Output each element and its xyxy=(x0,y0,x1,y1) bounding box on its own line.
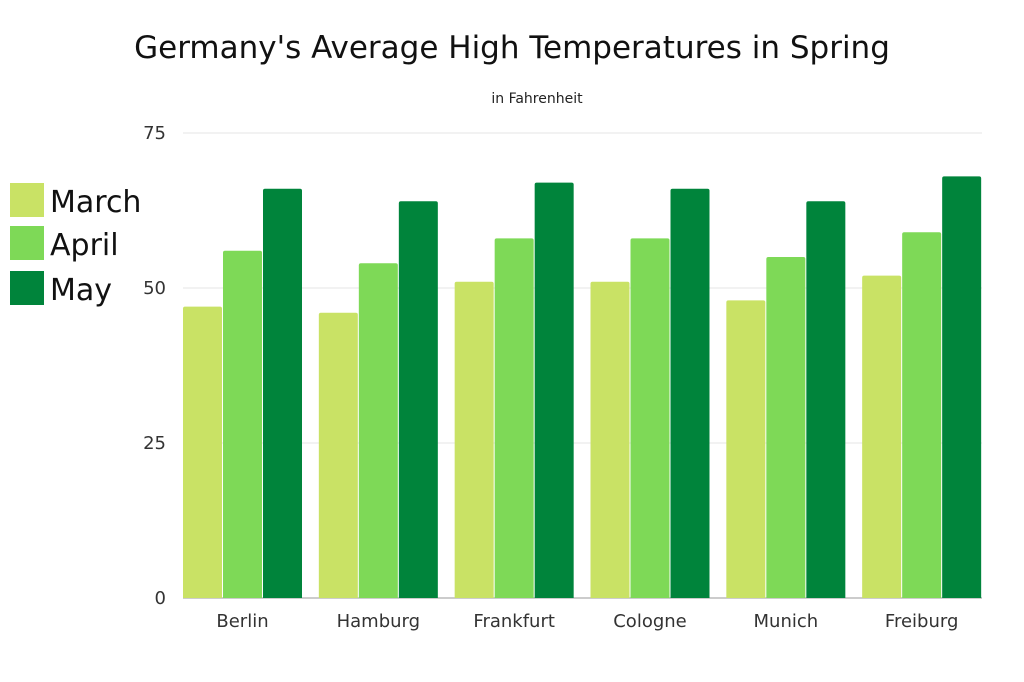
legend-swatch-may xyxy=(10,271,44,305)
bar-april-cologne xyxy=(630,238,670,598)
bar-may-freiburg xyxy=(942,176,982,598)
y-axis-ticks: 0 25 50 75 xyxy=(143,123,166,609)
y-tick-label: 50 xyxy=(143,278,166,299)
legend-label: May xyxy=(50,273,112,308)
bar-april-munich xyxy=(766,257,806,598)
bar-april-hamburg xyxy=(358,263,398,598)
legend: March April May xyxy=(10,183,141,308)
chart-title: Germany's Average High Temperatures in S… xyxy=(134,30,890,66)
bar-march-berlin xyxy=(183,306,222,598)
gridlines xyxy=(183,132,982,599)
x-tick-label: Freiburg xyxy=(885,611,958,632)
y-tick-label: 75 xyxy=(143,123,166,144)
x-tick-label: Hamburg xyxy=(337,611,420,632)
bar-may-munich xyxy=(806,201,846,598)
bar-april-freiburg xyxy=(902,232,942,598)
bar-march-munich xyxy=(726,300,766,598)
x-tick-label: Berlin xyxy=(216,611,268,632)
bar-march-freiburg xyxy=(862,275,902,598)
y-tick-label: 25 xyxy=(143,433,166,454)
x-tick-label: Frankfurt xyxy=(473,611,555,632)
legend-swatch-april xyxy=(10,226,44,260)
x-tick-label: Munich xyxy=(754,611,819,632)
legend-label: April xyxy=(50,228,119,263)
legend-swatch-march xyxy=(10,183,44,217)
bar-march-frankfurt xyxy=(454,281,494,598)
legend-label: March xyxy=(50,185,141,220)
bar-may-frankfurt xyxy=(534,182,574,598)
x-axis-labels: Berlin Hamburg Frankfurt Cologne Munich Freib… xyxy=(216,611,958,632)
y-tick-label: 0 xyxy=(155,588,166,609)
bar-may-berlin xyxy=(263,188,302,599)
bar-march-cologne xyxy=(590,281,630,598)
x-tick-label: Cologne xyxy=(613,611,687,632)
bars xyxy=(183,176,982,599)
bar-may-cologne xyxy=(670,188,710,599)
bar-april-frankfurt xyxy=(494,238,534,598)
chart-subtitle: in Fahrenheit xyxy=(491,91,583,107)
bar-may-hamburg xyxy=(398,201,438,598)
bar-april-berlin xyxy=(223,250,262,599)
bar-march-hamburg xyxy=(318,312,358,598)
